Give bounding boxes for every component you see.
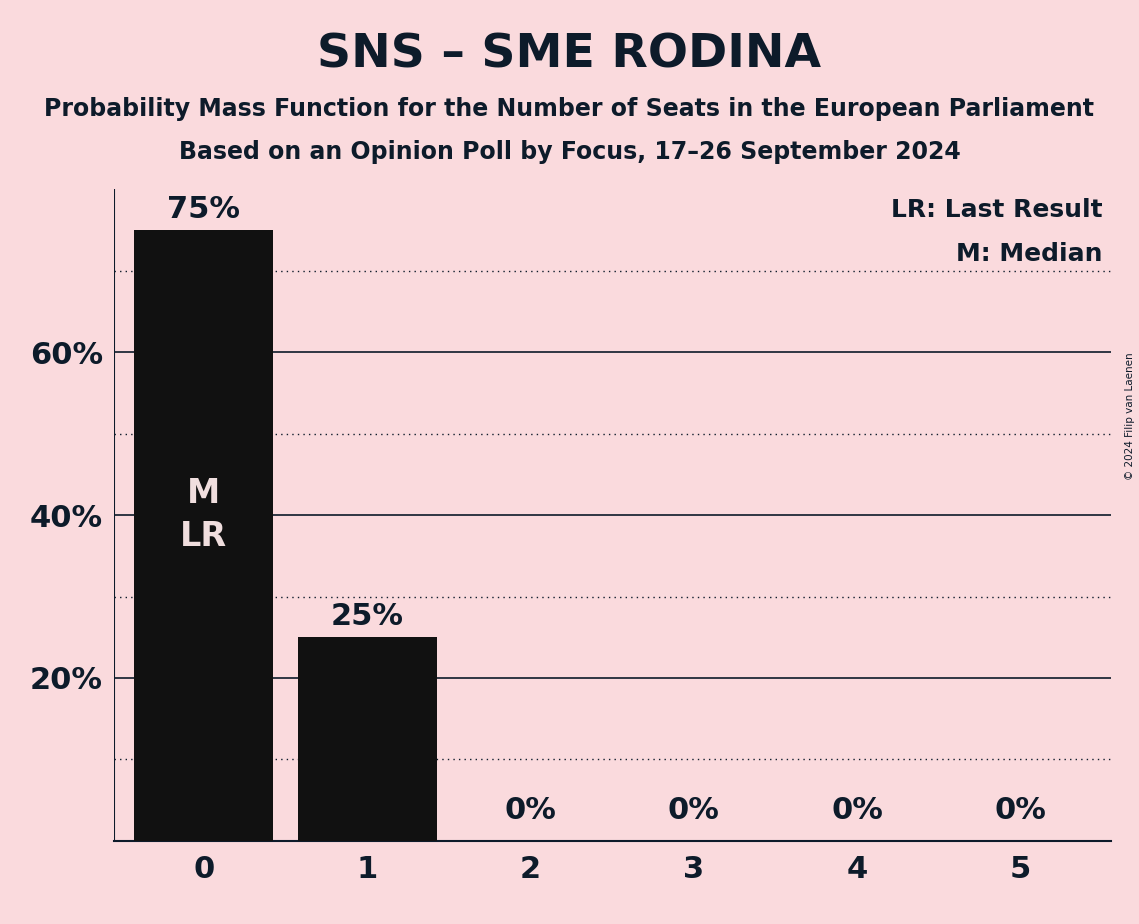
- Bar: [297, 638, 436, 841]
- Text: Probability Mass Function for the Number of Seats in the European Parliament: Probability Mass Function for the Number…: [44, 97, 1095, 121]
- Text: 0%: 0%: [994, 796, 1047, 824]
- Text: LR: Last Result: LR: Last Result: [891, 198, 1103, 222]
- Text: 25%: 25%: [330, 602, 403, 631]
- Text: SNS – SME RODINA: SNS – SME RODINA: [318, 32, 821, 78]
- Text: 75%: 75%: [167, 195, 240, 224]
- Text: 0%: 0%: [667, 796, 720, 824]
- Text: M: Median: M: Median: [956, 242, 1103, 266]
- Text: © 2024 Filip van Laenen: © 2024 Filip van Laenen: [1125, 352, 1134, 480]
- Text: 0%: 0%: [831, 796, 883, 824]
- Text: 0%: 0%: [505, 796, 557, 824]
- Text: Based on an Opinion Poll by Focus, 17–26 September 2024: Based on an Opinion Poll by Focus, 17–26…: [179, 140, 960, 164]
- Bar: [134, 230, 273, 841]
- Text: M
LR: M LR: [180, 477, 228, 553]
